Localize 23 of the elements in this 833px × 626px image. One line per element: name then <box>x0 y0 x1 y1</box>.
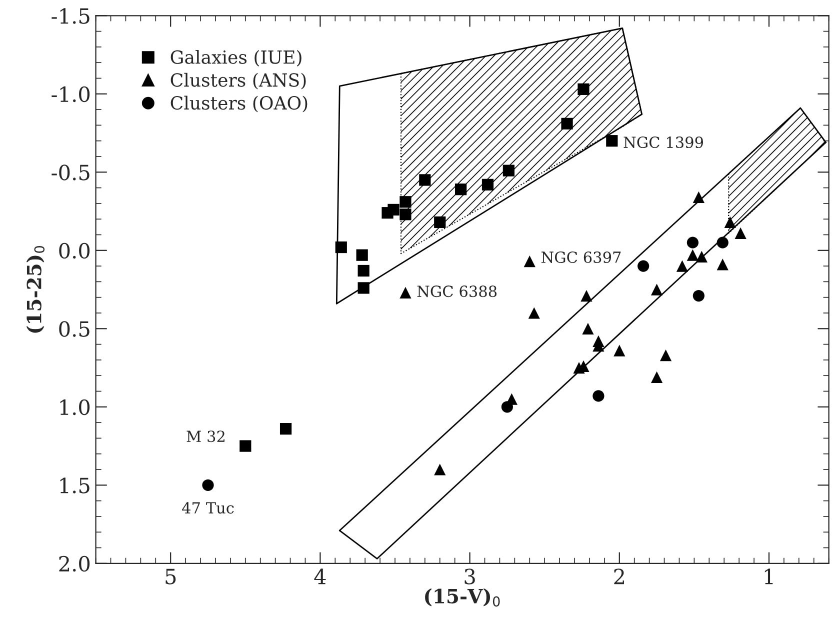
legend-label: Clusters (ANS) <box>170 72 306 90</box>
y-tick-label: -0.5 <box>52 164 90 180</box>
annotation: NGC 6397 <box>541 251 621 264</box>
y-tick-label: -1.5 <box>52 8 90 24</box>
annotation: 47 Tuc <box>182 502 234 514</box>
y-tick-label: 1.5 <box>60 478 90 494</box>
legend-label: Galaxies (IUE) <box>170 50 302 66</box>
y-tick-label: 0.0 <box>59 242 90 259</box>
legend-label: Clusters (OAO) <box>170 96 308 112</box>
x-tick-label: 4 <box>314 568 326 584</box>
y-tick-label: 1.0 <box>60 399 90 416</box>
annotation: NGC 6388 <box>417 286 497 298</box>
x-tick-label: 2 <box>614 568 624 584</box>
y-tick-label: 0.5 <box>59 321 90 337</box>
annotation: NGC 1399 <box>624 136 703 148</box>
x-tick-label: 5 <box>166 568 176 584</box>
annotation: M 32 <box>186 430 224 442</box>
y-tick-label: 2.0 <box>59 556 90 572</box>
y-tick-label: -1.0 <box>52 86 90 102</box>
x-axis-title: (15-V)$_{0}$ <box>425 588 500 607</box>
x-tick-label: 3 <box>464 568 475 584</box>
x-tick-label: 1 <box>764 568 773 584</box>
y-axis-title: (15-25)$_{0}$ <box>26 246 45 333</box>
